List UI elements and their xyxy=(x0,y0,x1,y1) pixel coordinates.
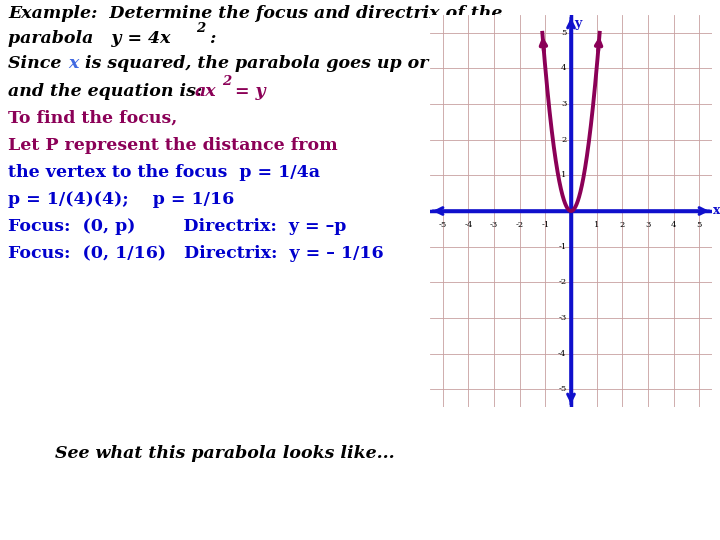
Text: Focus:  (0, p)        Directrix:  y = –p: Focus: (0, p) Directrix: y = –p xyxy=(8,218,346,235)
Text: 5: 5 xyxy=(696,221,702,229)
Text: -5: -5 xyxy=(438,221,447,229)
Text: Example:  Determine the focus and directrix of the: Example: Determine the focus and directr… xyxy=(8,5,503,22)
Text: -2: -2 xyxy=(516,221,523,229)
Text: -4: -4 xyxy=(558,349,567,357)
Text: 3: 3 xyxy=(561,100,567,108)
Text: 2: 2 xyxy=(561,136,567,144)
Text: 4: 4 xyxy=(561,64,567,72)
Text: x: x xyxy=(714,205,720,218)
Text: 4: 4 xyxy=(671,221,676,229)
Text: Let P represent the distance from: Let P represent the distance from xyxy=(8,137,338,154)
Text: See what this parabola looks like...: See what this parabola looks like... xyxy=(55,445,395,462)
Text: -2: -2 xyxy=(558,278,567,286)
Text: 1: 1 xyxy=(594,221,599,229)
Text: x: x xyxy=(68,55,78,72)
Text: = y: = y xyxy=(229,83,266,100)
Text: parabola   y = 4x: parabola y = 4x xyxy=(8,30,171,47)
Text: and the equation is:: and the equation is: xyxy=(8,83,202,100)
Text: -3: -3 xyxy=(558,314,567,322)
Text: is squared, the parabola goes up or down…: is squared, the parabola goes up or down… xyxy=(79,55,503,72)
Text: Focus:  (0, 1/16)   Directrix:  y = – 1/16: Focus: (0, 1/16) Directrix: y = – 1/16 xyxy=(8,245,384,262)
Text: To find the focus,: To find the focus, xyxy=(8,110,177,127)
Text: ax: ax xyxy=(195,83,217,100)
Text: 1: 1 xyxy=(561,171,567,179)
Text: -5: -5 xyxy=(558,385,567,393)
Text: y: y xyxy=(574,17,581,30)
Text: the vertex to the focus  p = 1/4a: the vertex to the focus p = 1/4a xyxy=(8,164,320,181)
Text: 2: 2 xyxy=(222,75,231,88)
Text: 3: 3 xyxy=(645,221,651,229)
Text: 2: 2 xyxy=(620,221,625,229)
Text: -1: -1 xyxy=(558,242,567,251)
Text: 5: 5 xyxy=(561,29,567,37)
Text: -1: -1 xyxy=(541,221,549,229)
Text: Since: Since xyxy=(8,55,68,72)
Text: -3: -3 xyxy=(490,221,498,229)
Text: p = 1/(4)(4);    p = 1/16: p = 1/(4)(4); p = 1/16 xyxy=(8,191,234,208)
Text: -4: -4 xyxy=(464,221,472,229)
Text: 2: 2 xyxy=(196,22,205,35)
Text: :: : xyxy=(204,30,217,47)
